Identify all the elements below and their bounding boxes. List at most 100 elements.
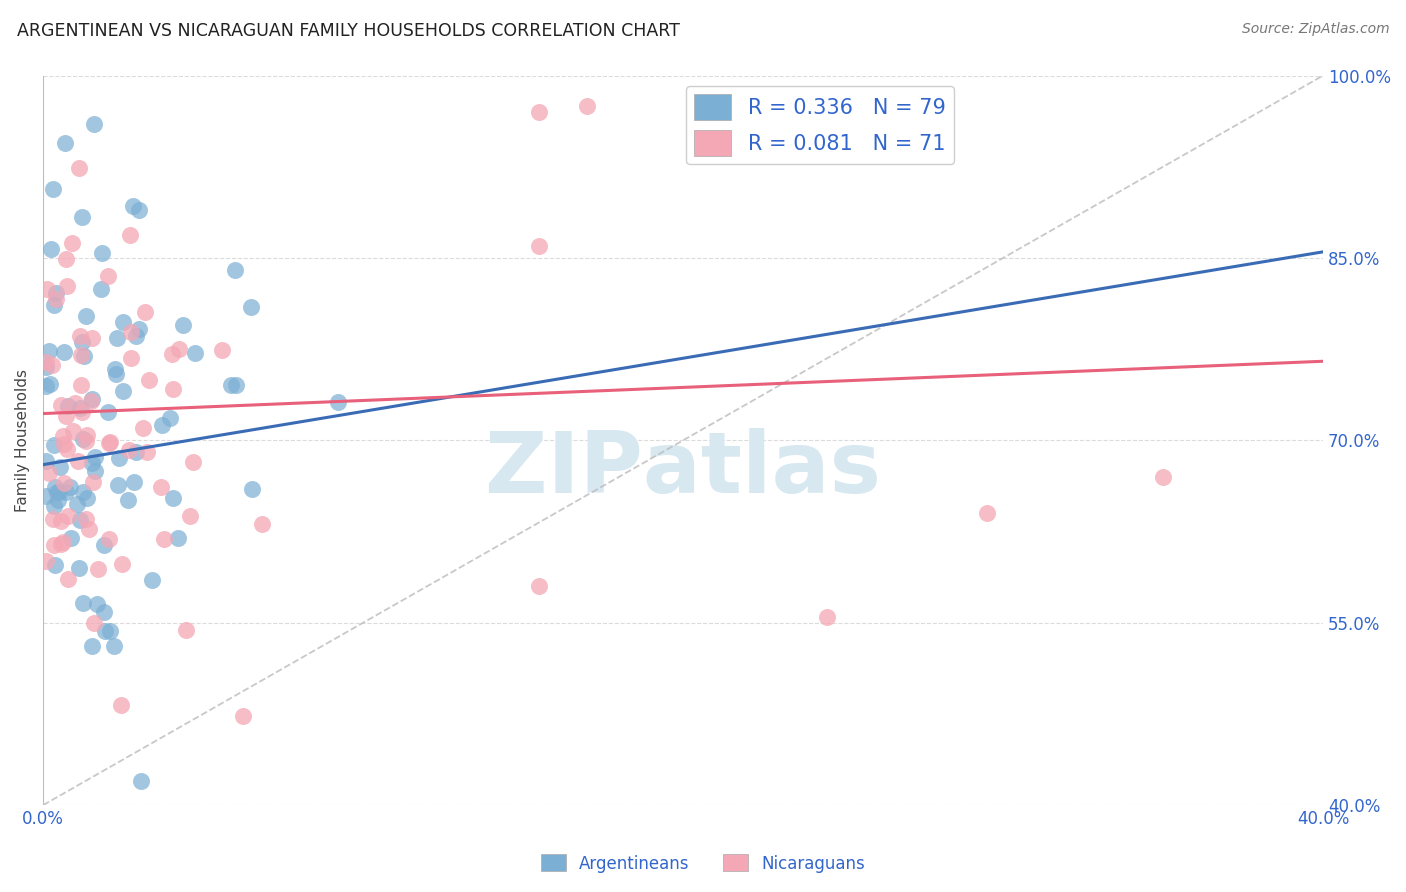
Point [56,508,79,523]
Point [128,322,150,336]
Point [45,292,67,306]
Point [80,331,103,345]
Point [80,456,103,470]
Point [69,329,91,343]
Point [93,538,115,552]
Point [70,210,93,224]
Point [70,405,93,419]
Point [104,362,127,376]
Point [120,325,142,339]
Point [41,358,63,372]
Point [35,453,58,467]
Point [211,343,233,357]
Point [150,480,173,494]
Point [59,480,82,494]
Text: Source: ZipAtlas.com: Source: ZipAtlas.com [1241,22,1389,37]
Point [58,572,80,586]
Point [252,516,274,531]
Point [35,489,58,503]
Point [38,467,60,481]
Point [87,562,110,576]
Point [55,409,77,424]
Point [49,514,72,528]
Point [93,605,115,619]
Y-axis label: Family Households: Family Households [15,368,30,512]
Point [52,535,75,549]
Point [240,482,263,496]
Point [98,624,121,638]
Point [167,531,190,545]
Point [55,442,77,456]
Point [224,263,246,277]
Point [100,434,122,449]
Point [77,522,100,536]
Point [118,443,141,458]
Point [80,639,103,653]
Point [82,392,104,406]
Point [138,373,160,387]
Point [72,596,94,610]
Point [174,623,197,637]
Point [55,485,77,500]
Point [35,282,58,296]
Point [35,355,58,369]
Point [76,491,98,505]
Point [72,432,94,446]
Point [44,298,66,312]
Point [159,410,181,425]
Point [65,497,87,511]
Point [134,304,156,318]
Point [107,450,129,465]
Point [46,493,69,508]
Point [35,360,58,375]
Point [39,242,62,256]
Point [125,328,148,343]
Point [52,476,75,491]
Point [42,499,65,513]
Point [60,531,83,545]
Point [105,331,128,345]
Point [527,105,550,120]
Point [35,554,58,568]
Point [150,417,173,432]
Point [172,318,194,332]
Point [42,512,65,526]
Point [232,709,254,723]
Point [84,450,107,464]
Point [38,377,60,392]
Point [120,351,142,365]
Point [62,425,84,439]
Point [75,434,97,448]
Point [107,477,129,491]
Point [122,475,145,489]
Point [60,235,83,250]
Point [44,480,66,494]
Point [38,343,60,358]
Point [110,698,132,712]
Point [527,239,550,253]
Point [93,624,115,638]
Point [1152,470,1174,484]
Point [44,558,66,572]
Point [63,396,86,410]
Point [160,346,183,360]
Point [56,279,79,293]
Point [83,616,105,631]
Text: ARGENTINEAN VS NICARAGUAN FAMILY HOUSEHOLDS CORRELATION CHART: ARGENTINEAN VS NICARAGUAN FAMILY HOUSEHO… [17,22,679,40]
Point [53,136,76,151]
Point [111,557,134,571]
Point [42,438,65,452]
Point [98,532,121,546]
Point [69,513,91,527]
Point [815,609,838,624]
Point [162,382,184,396]
Point [75,310,97,324]
Point [70,334,93,349]
Point [179,509,201,524]
Point [131,773,153,788]
Point [76,427,98,442]
Point [72,484,94,499]
Point [111,384,134,398]
Point [97,405,120,419]
Point [52,345,75,359]
